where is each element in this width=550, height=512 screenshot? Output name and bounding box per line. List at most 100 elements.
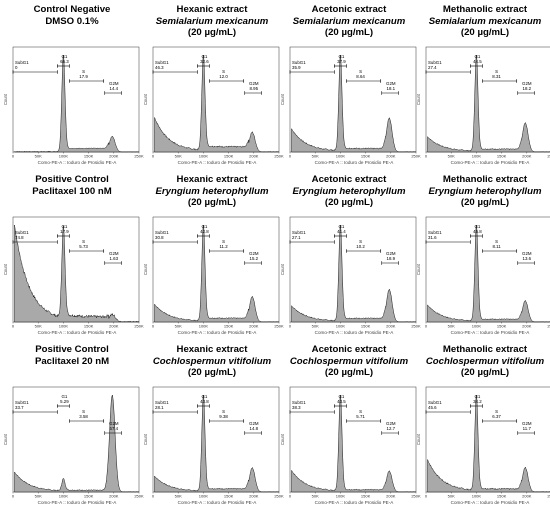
- gate-value-g1: 5.29: [60, 399, 69, 404]
- x-axis-label: Como-PE-A :: Ioduro de Prosidio PE-A: [314, 160, 394, 165]
- x-tick-label: 200K: [249, 494, 259, 499]
- x-tick-label: 0: [289, 154, 292, 159]
- gate-value-s: 10.2: [356, 244, 365, 249]
- x-axis-label: Como-PE-A :: Ioduro de Prosidio PE-A: [450, 330, 530, 335]
- gate-value-subg1: 27.4: [428, 65, 437, 70]
- gate-value-g2m: 13.6: [523, 256, 532, 261]
- gate-value-g1: 17.9: [60, 229, 69, 234]
- gate-name-subg1: SubG1: [15, 60, 29, 65]
- x-tick-label: 200K: [249, 154, 259, 159]
- panel-title-line: Cochlospermun vitifolium: [152, 355, 272, 367]
- x-tick-label: 0: [289, 494, 292, 499]
- histogram-area: [154, 224, 280, 323]
- histogram-panel: Methanolic extract Eryngium heterophyllum…: [416, 172, 550, 342]
- panel-title-line: Semialarium mexicanum: [428, 15, 542, 27]
- histogram-area: [291, 394, 417, 493]
- gate-name-s: S: [359, 409, 362, 414]
- gate-value-g1: 32.6: [200, 59, 209, 64]
- x-tick-label: 150K: [497, 324, 507, 329]
- plot-frame: [152, 216, 280, 323]
- x-tick-label: 150K: [361, 494, 371, 499]
- plot-frame: [12, 46, 140, 153]
- histogram-area: [14, 394, 140, 493]
- x-tick-label: 200K: [109, 154, 119, 159]
- panel-title-line: Eryngium heterophyllum: [428, 185, 542, 197]
- x-tick-label: 250K: [547, 154, 550, 159]
- histogram-area: [427, 54, 550, 153]
- plot-frame: [152, 386, 280, 493]
- x-tick-label: 250K: [274, 154, 284, 159]
- x-tick-label: 250K: [134, 494, 144, 499]
- x-tick-label: 100K: [59, 154, 69, 159]
- panel-title-line: Acetonic extract: [311, 4, 387, 15]
- x-axis-label: Como-PE-A :: Ioduro de Prosidio PE-A: [450, 160, 530, 165]
- panel-title: Positive Control Paclitaxel 100 nM: [3, 174, 141, 197]
- panel-title-line: Semialarium mexicanum: [155, 15, 269, 27]
- gate-name-g2m: G2M: [386, 81, 396, 86]
- x-tick-label: 250K: [411, 154, 421, 159]
- gate-name-s: S: [495, 69, 498, 74]
- x-tick-label: 50K: [35, 154, 42, 159]
- panel-title-line: (20 µg/mL): [187, 367, 237, 378]
- gate-value-s: 8.64: [356, 74, 365, 79]
- histogram-panel: Control Negative DMSO 0.1% Count 0 50K 100K 15…: [3, 2, 144, 172]
- gate-value-g2m: 18.9: [387, 256, 396, 261]
- gate-name-g1: G1: [201, 394, 207, 399]
- gate-name-g1: G1: [338, 394, 344, 399]
- panel-title: Methanolic extract Eryngium heterophyllum…: [416, 174, 550, 209]
- gate-value-s: 5.73: [79, 244, 88, 249]
- gate-name-g2m: G2M: [109, 251, 119, 256]
- x-tick-label: 150K: [224, 154, 234, 159]
- y-axis-label: Count: [280, 93, 285, 105]
- y-axis-label: Count: [416, 263, 421, 275]
- gate-name-g1: G1: [474, 224, 480, 229]
- x-tick-label: 250K: [547, 494, 550, 499]
- histogram-area: [291, 54, 417, 153]
- panel-title: Positive Control Paclitaxel 20 nM: [3, 344, 141, 367]
- histogram-area: [291, 224, 417, 323]
- gate-value-g1: 43.5: [337, 399, 346, 404]
- panel-title-line: (20 µg/mL): [460, 197, 510, 208]
- gate-name-subg1: SubG1: [15, 400, 29, 405]
- x-tick-label: 200K: [522, 324, 532, 329]
- gate-name-g1: G1: [61, 54, 67, 59]
- histogram-panel: Positive Control Paclitaxel 100 nM Count 0 5…: [3, 172, 144, 342]
- x-axis-label: Como-PE-A :: Ioduro de Prosidio PE-A: [177, 330, 257, 335]
- x-tick-label: 250K: [134, 324, 144, 329]
- panel-title-line: (20 µg/mL): [460, 367, 510, 378]
- histogram-area: [14, 224, 140, 323]
- gate-name-s: S: [359, 69, 362, 74]
- gate-value-s: 8.31: [492, 74, 501, 79]
- gate-name-subg1: SubG1: [292, 230, 306, 235]
- x-tick-label: 150K: [361, 324, 371, 329]
- gate-value-subg1: 35.9: [292, 65, 301, 70]
- panel-title-line: (20 µg/mL): [187, 27, 237, 38]
- gate-value-g2m: 8.95: [250, 86, 259, 91]
- x-tick-label: 0: [12, 154, 15, 159]
- y-axis-label: Count: [143, 433, 148, 445]
- gate-value-subg1: 28.1: [155, 405, 164, 410]
- gate-value-subg1: 45.6: [428, 405, 437, 410]
- gate-value-s: 3.58: [79, 414, 88, 419]
- panel-title: Methanolic extract Semialarium mexicanum(…: [416, 4, 550, 39]
- x-tick-label: 250K: [274, 324, 284, 329]
- x-tick-label: 0: [152, 324, 155, 329]
- gate-value-g2m: 1.63: [110, 256, 119, 261]
- gate-name-g2m: G2M: [386, 421, 396, 426]
- gate-name-s: S: [495, 409, 498, 414]
- x-tick-label: 100K: [199, 324, 209, 329]
- histogram-panel: Methanolic extract Cochlospermun vitifoli…: [416, 342, 550, 512]
- histogram-panel: Hexanic extract Eryngium heterophyllum (20…: [143, 172, 284, 342]
- gate-value-g2m: 57.4: [110, 426, 119, 431]
- panel-title-line: Eryngium heterophyllum: [155, 185, 269, 197]
- gate-name-g1: G1: [338, 54, 344, 59]
- gate-name-subg1: SubG1: [15, 230, 29, 235]
- gate-value-g2m: 18.1: [387, 86, 396, 91]
- x-tick-label: 200K: [386, 154, 396, 159]
- x-tick-label: 100K: [199, 494, 209, 499]
- x-tick-label: 50K: [312, 494, 319, 499]
- plot-frame: [289, 46, 417, 153]
